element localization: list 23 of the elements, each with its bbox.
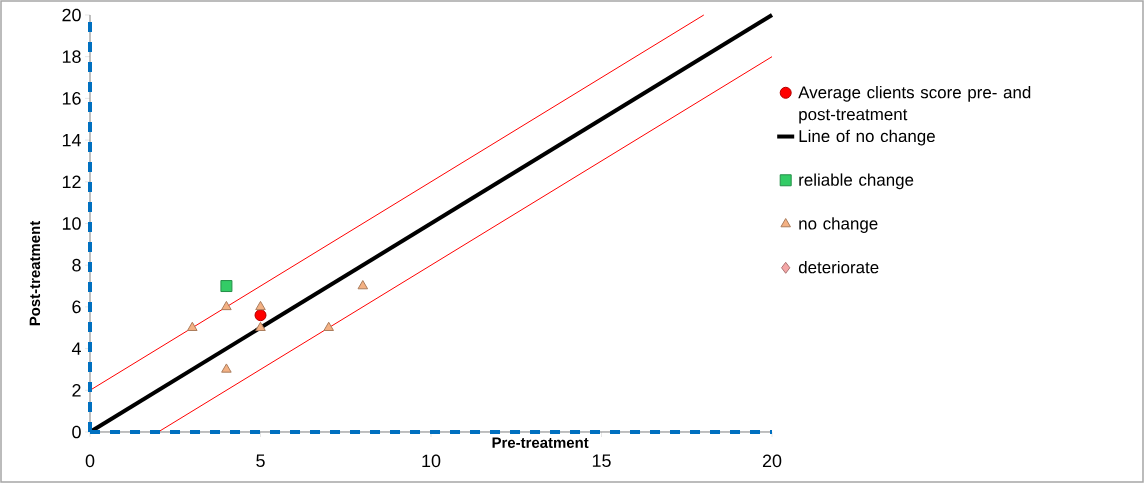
x-tick-label: 5 — [256, 454, 265, 468]
x-tick-label: 0 — [85, 454, 95, 468]
y-tick-label: 0 — [72, 425, 81, 439]
y-axis-title: Post-treatment — [29, 220, 41, 326]
y-tick-label: 2 — [72, 384, 81, 397]
y-tick-label: 10 — [62, 217, 81, 230]
y-tick-label: 4 — [71, 342, 81, 355]
legend-label: deteriorate — [798, 260, 879, 274]
x-tick-label: 20 — [762, 454, 782, 468]
x-tick-label: 10 — [422, 454, 441, 468]
y-tick-label: 14 — [62, 133, 81, 147]
y-tick-label: 6 — [72, 300, 81, 314]
y-tick-label: 20 — [62, 8, 81, 22]
x-tick-label: 15 — [592, 454, 611, 468]
legend-label: no change — [799, 217, 878, 233]
y-tick-label: 16 — [62, 92, 81, 105]
legend-label: reliable change — [799, 173, 914, 190]
legend-label: Line of no change — [799, 129, 935, 146]
legend-label: Average clients score pre- and post-treatment — [798, 85, 1031, 124]
x-axis-title: Pre-treatment — [492, 437, 589, 448]
y-tick-label: 8 — [72, 258, 81, 272]
y-tick-label: 18 — [62, 50, 81, 64]
y-tick-label: 12 — [62, 175, 81, 189]
